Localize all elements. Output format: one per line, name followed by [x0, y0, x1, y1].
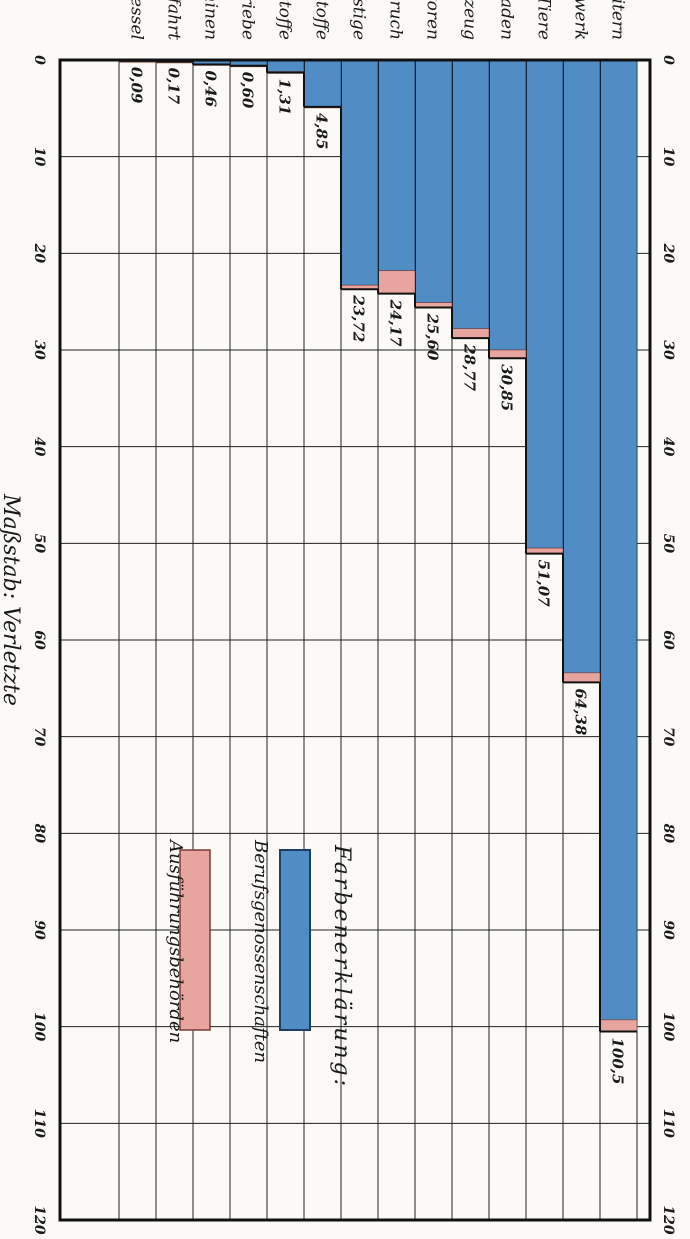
bar-fall-von-leitern-berufsgenossenschaften [599, 59, 638, 1021]
legend-swatch-ausfuehrungsbehoerden [179, 849, 211, 1031]
value-label-tiere: 51,07 [535, 560, 553, 608]
value-label-handwerkzeug: 28,77 [461, 343, 479, 392]
chart-ticks: 0 0 10 10 20 20 30 30 40 40 50 50 60 60 70 70 80 80 90 90 10… [31, 55, 676, 1235]
tick-label-top-40: 40 [660, 437, 676, 457]
tick-label-bottom-0: 0 [31, 55, 47, 65]
tick-label-top-10: 10 [660, 147, 676, 167]
category-label-tiere: Tiere [534, 0, 554, 40]
bar-zusammenbruch-ausfuehrungsbehoerden [377, 270, 416, 294]
chart-frame [58, 58, 652, 1222]
value-label-fall-von-leitern: 100,5 [609, 1038, 627, 1085]
tick-label-bottom-100: 100 [31, 1012, 47, 1041]
bar-motoren-berufsgenossenschaften [414, 59, 453, 304]
tick-label-bottom-80: 80 [31, 824, 47, 844]
value-label-fuhrwerk: 64,38 [572, 688, 590, 736]
bar-sprengstoffe-berufsgenossenschaften [266, 59, 305, 72]
tick-label-top-80: 80 [660, 824, 676, 844]
tick-label-top-70: 70 [660, 727, 676, 747]
tick-label-top-90: 90 [660, 920, 676, 940]
tick-label-bottom-10: 10 [31, 147, 47, 167]
tick-label-top-20: 20 [660, 243, 676, 264]
category-label-motoren: Motoren [423, 0, 443, 40]
legend-title: Farbenerklärung: [329, 844, 354, 1089]
category-label-sonstige: Sonstige [349, 0, 369, 40]
tick-label-bottom-40: 40 [31, 437, 47, 457]
value-label-sonstige: 23,72 [350, 294, 368, 342]
bar-handwerkzeug-berufsgenossenschaften [451, 59, 490, 330]
value-label-hebemaschinen: 0,46 [202, 70, 220, 107]
tick-label-top-100: 100 [660, 1012, 676, 1041]
category-label-fuhrwerk: Fuhrwerk [571, 0, 591, 40]
bar-fuhrwerk-ausfuehrungsbehoerden [562, 672, 601, 683]
chart-legend: Farbenerklärung: Berufsgenossenschaften … [165, 838, 354, 1089]
category-label-eisenbahnbetriebe: Eisenbahnbetriebe [238, 0, 258, 40]
value-label-auf-und-abladen: 30,85 [498, 364, 516, 411]
value-label-schiffahrt: 0,17 [165, 68, 183, 105]
bar-handwerkzeug-ausfuehrungsbehoerden [451, 328, 490, 339]
category-label-handwerkzeug: Handwerkzeug [460, 0, 480, 40]
value-label-zusammenbruch: 24,17 [387, 299, 405, 348]
chart-bars [118, 59, 638, 1033]
bar-fall-von-leitern-ausfuehrungsbehoerden [599, 1019, 638, 1032]
tick-label-top-120: 120 [660, 1205, 676, 1234]
tick-label-top-30: 30 [660, 340, 676, 360]
category-label-hebemaschinen: Hebemaschinen [201, 0, 221, 40]
bar-auf-und-abladen-ausfuehrungsbehoerden [488, 349, 527, 359]
chart-categories: Fall von Leitern Fuhrwerk Tiere Auf- und Ab… [127, 0, 628, 40]
category-label-auf-und-abladen: Auf- und Abladen [497, 0, 517, 40]
category-label-schiffahrt: Schiffahrt [164, 0, 184, 40]
legend-label-berufsgenossenschaften: Berufsgenossenschaften [250, 839, 271, 1063]
bar-sonstige-berufsgenossenschaften [340, 59, 379, 286]
category-label-feuergefahrliche-stoffe: Feuergefährliche Stoffe [312, 0, 332, 40]
value-label-sprengstoffe: 1,31 [276, 79, 294, 116]
tick-label-bottom-60: 60 [31, 630, 47, 650]
value-label-feuergefahrliche-stoffe: 4,85 [313, 113, 331, 150]
x-axis-title-bottom: Maßstab: Verletzte [0, 493, 23, 706]
tick-label-bottom-70: 70 [31, 727, 47, 747]
category-label-sprengstoffe: Sprengstoffe [275, 0, 295, 40]
category-label-zusammenbruch: Zusammenbruch [386, 0, 406, 40]
bar-tiere-berufsgenossenschaften [525, 59, 564, 549]
bar-zusammenbruch-berufsgenossenschaften [377, 59, 416, 272]
value-label-eisenbahnbetriebe: 0,60 [239, 72, 257, 109]
tick-label-bottom-30: 30 [31, 340, 47, 360]
plot-border [58, 58, 652, 1222]
tick-label-bottom-50: 50 [31, 534, 47, 554]
category-label-fall-von-leitern: Fall von Leitern [608, 0, 628, 40]
category-label-dampfkessel: Dampfkessel [127, 0, 147, 40]
tick-label-top-60: 60 [660, 630, 676, 650]
value-label-dampfkessel: 0,09 [128, 67, 146, 104]
legend-swatch-berufsgenossenschaften [279, 849, 311, 1031]
tick-label-bottom-120: 120 [31, 1205, 47, 1234]
legend-label-ausfuehrungsbehoerden: Ausführungsbehörden [165, 838, 186, 1043]
bar-feuergefahrliche-stoffe-berufsgenossenschaften [303, 59, 342, 107]
chart-value-labels: 100,5 64,38 51,07 30,85 28,77 25,60 24,17 23,72… [128, 67, 627, 1085]
bar-auf-und-abladen-berufsgenossenschaften [488, 59, 527, 351]
tick-label-bottom-20: 20 [31, 243, 47, 264]
bar-fuhrwerk-berufsgenossenschaften [562, 59, 601, 674]
value-label-motoren: 25,60 [424, 312, 442, 361]
tick-label-top-50: 50 [660, 534, 676, 554]
tick-label-top-110: 110 [660, 1109, 676, 1138]
tick-label-bottom-90: 90 [31, 920, 47, 940]
tick-label-top-0: 0 [660, 55, 676, 65]
tick-label-bottom-110: 110 [31, 1109, 47, 1138]
